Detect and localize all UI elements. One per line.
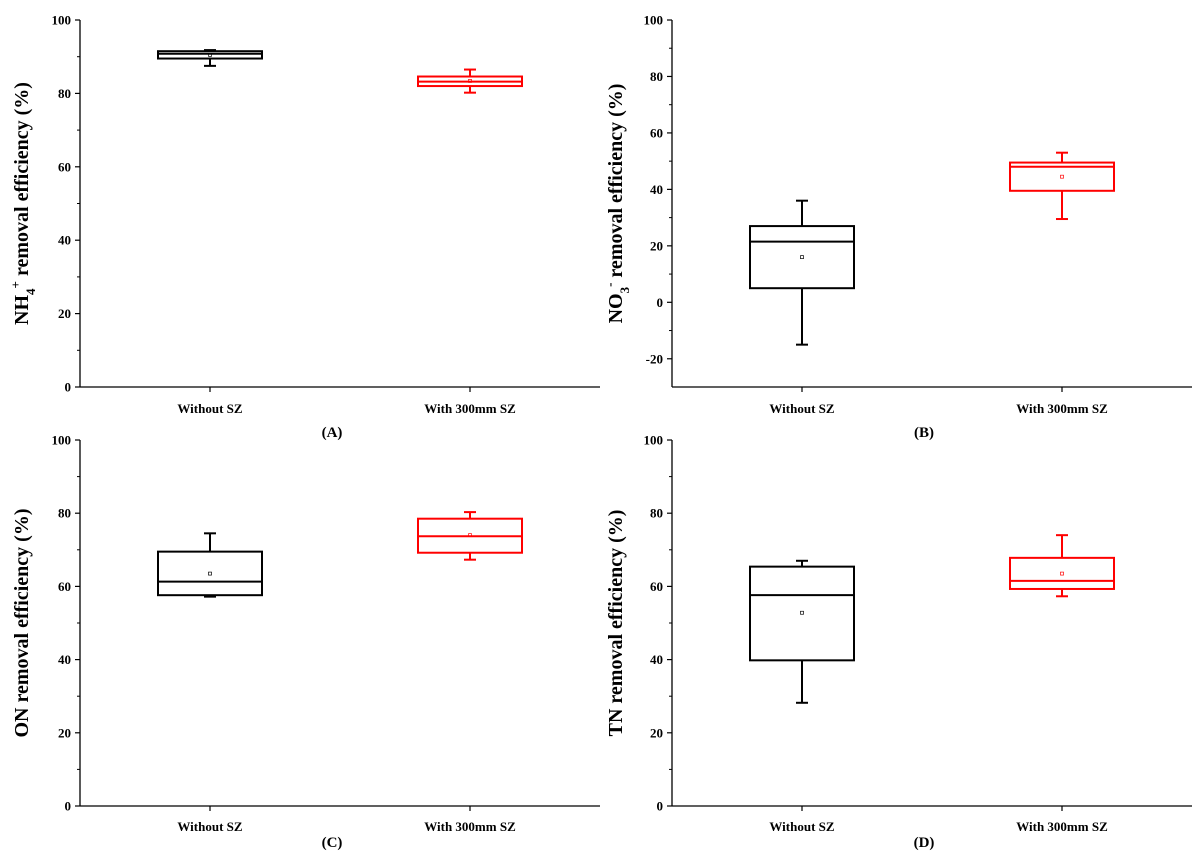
box-plot-1 [1009,151,1115,221]
y-tick-label: 100 [52,13,72,28]
y-axis-label: TN removal efficiency (%) [605,510,627,737]
y-tick-label: 80 [650,506,663,521]
panel-d: 0 20 40 60 80 100 Without SZ With 300mm SZ TN re… [605,433,1192,851]
y-tick-label: 0 [657,799,664,814]
panel-a: 0 20 40 60 80 100 Without SZ With 300mm SZ NH4+ … [8,13,600,441]
x-category-label: With 300mm SZ [1016,819,1108,834]
box-plot-0 [749,199,855,346]
box-plot-0 [157,49,263,67]
y-tick-label: 20 [650,725,663,740]
mean-marker [208,571,212,576]
y-axis-label-superscript: - [602,283,617,287]
panel-label: (A) [322,425,343,441]
y-axis-label-main: NH [11,295,33,325]
iqr-box [1009,556,1115,590]
iqr-box [157,550,263,597]
mean-marker [800,255,804,259]
box-plot-1 [1009,534,1115,598]
y-tick-label: 60 [58,159,71,174]
y-tick-label: 60 [58,579,71,594]
y-tick-label: 40 [58,233,71,248]
x-category-label: With 300mm SZ [424,401,516,416]
y-tick-label: 40 [58,652,71,667]
mean-marker [1060,174,1064,179]
y-axis-label: NO3- removal efficiency (%) [602,84,632,324]
box-plot-0 [157,532,263,598]
mean-marker [800,610,804,615]
mean-marker [1060,571,1064,576]
y-tick-label: 80 [650,69,663,84]
y-axis-label-subscript: 4 [23,288,38,295]
box-plot-1 [417,511,523,561]
y-axis-label: NH4+ removal efficiency (%) [8,82,38,325]
y-axis-label-main: ON removal efficiency (%) [11,509,33,738]
y-tick-label: 0 [657,295,664,310]
iqr-box [1009,161,1115,192]
y-axis-label-subscript: 3 [617,286,632,293]
x-category-label: With 300mm SZ [1016,401,1108,416]
box-plot-1 [417,68,523,94]
y-axis-label-rest: removal efficiency (%) [11,82,33,281]
y-tick-label: 40 [650,652,663,667]
y-tick-label: 20 [58,725,71,740]
y-tick-label: 100 [52,433,72,448]
iqr-box [157,50,263,60]
x-category-label: Without SZ [769,819,834,834]
y-tick-label: 40 [650,182,663,197]
iqr-box [749,565,855,662]
y-tick-label: 60 [650,125,663,140]
panel-b: -20 0 20 40 60 80 100 Without SZ With 300mm SZ NO… [602,13,1192,441]
y-tick-label: 0 [65,799,72,814]
x-category-label: Without SZ [769,401,834,416]
y-tick-label: -20 [646,351,663,366]
box-plot-0 [749,559,855,704]
x-category-label: With 300mm SZ [424,819,516,834]
x-category-label: Without SZ [177,401,242,416]
y-axis-label-main: NO [605,293,627,323]
mean-marker [468,533,472,538]
panel-c: 0 20 40 60 80 100 Without SZ With 300mm SZ ON re… [11,433,600,851]
y-tick-label: 20 [650,238,663,253]
y-tick-label: 80 [58,86,71,101]
y-axis-label: ON removal efficiency (%) [11,509,33,738]
y-axis-label-rest: removal efficiency (%) [605,84,627,283]
y-tick-label: 100 [644,13,664,28]
panel-label: (C) [322,835,343,851]
y-tick-label: 100 [644,433,664,448]
y-axis-label-main: TN removal efficiency (%) [605,510,627,737]
y-tick-label: 80 [58,506,71,521]
panel-label: (D) [914,835,935,851]
mean-marker [468,79,472,83]
panel-label: (B) [914,425,934,441]
y-tick-label: 60 [650,579,663,594]
mean-marker [208,53,212,57]
y-axis-label-superscript: + [8,281,23,288]
y-tick-label: 20 [58,306,71,321]
iqr-box [749,225,855,290]
y-tick-label: 0 [65,380,72,395]
x-category-label: Without SZ [177,819,242,834]
